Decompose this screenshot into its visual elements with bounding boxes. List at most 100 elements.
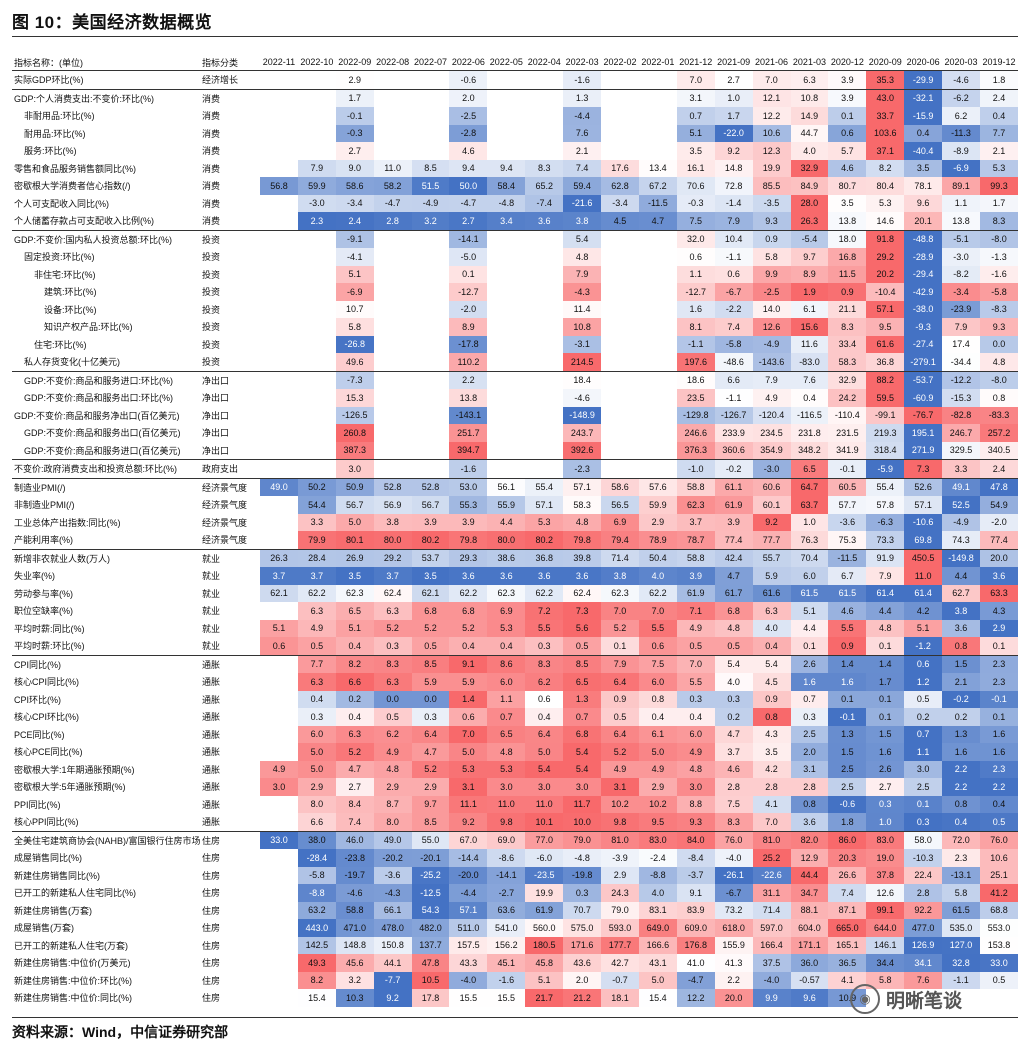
data-cell: 341.9 bbox=[828, 441, 867, 460]
data-cell: 7.9 bbox=[752, 370, 791, 389]
data-cell: 44.4 bbox=[790, 866, 829, 884]
data-cell: 5.1 bbox=[260, 619, 298, 637]
row-category: 投资 bbox=[202, 339, 221, 350]
data-cell: 25.1 bbox=[979, 866, 1018, 884]
data-cell: 1.7 bbox=[714, 107, 753, 125]
data-cell: 7.6 bbox=[563, 124, 602, 142]
data-cell: 1.2 bbox=[904, 673, 943, 691]
data-cell bbox=[411, 88, 450, 107]
data-cell: 6.5 bbox=[563, 673, 602, 691]
data-cell: 0.7 bbox=[487, 708, 526, 726]
data-cell bbox=[298, 407, 336, 425]
data-cell: -0.6 bbox=[449, 70, 488, 89]
row-category: 就业 bbox=[202, 606, 221, 617]
data-cell bbox=[639, 283, 677, 301]
data-cell: 5.5 bbox=[638, 619, 677, 637]
data-cell bbox=[412, 336, 450, 354]
data-cell: 21.7 bbox=[525, 989, 564, 1007]
data-cell: 649.0 bbox=[638, 919, 677, 937]
table-row: 个人可支配收入同比(%) 消费 -3.0 -3.4 -4.7 -4.9 -4.7 -4.8 -7… bbox=[12, 194, 1018, 212]
data-cell: 0.9 bbox=[752, 229, 791, 248]
data-cell: 0.2 bbox=[714, 708, 753, 726]
data-cell: 52.6 bbox=[904, 477, 943, 496]
data-cell: -1.1 bbox=[714, 248, 753, 266]
data-cell: 1.4 bbox=[828, 654, 867, 673]
data-cell bbox=[525, 389, 563, 407]
data-cell: 37.1 bbox=[866, 142, 905, 160]
data-cell: 37.8 bbox=[866, 866, 905, 884]
data-cell: 62.3 bbox=[676, 496, 715, 514]
data-cell: 2.0 bbox=[563, 971, 602, 989]
data-cell: 1.1 bbox=[487, 690, 526, 708]
data-cell: 29.2 bbox=[373, 548, 412, 567]
data-cell: 3.2 bbox=[411, 212, 450, 230]
data-cell: -4.0 bbox=[449, 971, 488, 989]
data-cell: 4.7 bbox=[335, 760, 374, 778]
data-cell: -2.2 bbox=[714, 300, 753, 318]
data-cell: 251.7 bbox=[449, 424, 488, 442]
data-cell: 62.8 bbox=[601, 177, 639, 195]
row-category: 净出口 bbox=[202, 393, 230, 404]
data-cell: 18.0 bbox=[828, 229, 867, 248]
header-period: 2021-03 bbox=[790, 54, 829, 71]
data-cell: 39.8 bbox=[563, 548, 602, 567]
data-cell: 56.7 bbox=[335, 496, 374, 514]
data-cell bbox=[525, 407, 563, 425]
data-cell: -21.6 bbox=[563, 194, 602, 212]
data-cell: 55.7 bbox=[752, 548, 791, 567]
data-cell: 0.4 bbox=[676, 708, 715, 726]
data-cell: 15.4 bbox=[638, 989, 677, 1007]
row-category: 就业 bbox=[202, 588, 221, 599]
data-cell: 593.0 bbox=[601, 919, 639, 937]
data-cell: 4.8 bbox=[979, 353, 1018, 371]
data-cell: 2.8 bbox=[790, 778, 829, 796]
data-cell: 8.8 bbox=[676, 795, 715, 813]
data-cell: 11.6 bbox=[790, 335, 829, 353]
data-cell: 2.5 bbox=[790, 725, 829, 743]
data-cell: 2.5 bbox=[828, 760, 867, 778]
data-cell: 57.6 bbox=[638, 477, 677, 496]
data-cell bbox=[260, 691, 298, 709]
data-cell: 92.2 bbox=[904, 901, 943, 919]
data-cell bbox=[639, 353, 677, 371]
data-cell bbox=[487, 248, 525, 266]
row-category: 就业 bbox=[202, 571, 221, 582]
table-row: 劳动参与率(%) 就业 62.1 62.2 62.3 62.4 62.1 62.2 62.3 62… bbox=[12, 584, 1018, 602]
data-cell: 511.0 bbox=[449, 919, 488, 937]
header-period: 2021-12 bbox=[676, 54, 715, 71]
data-cell: 74.3 bbox=[942, 531, 980, 549]
data-cell: 2.9 bbox=[411, 778, 450, 796]
data-cell: 8.3 bbox=[373, 654, 412, 673]
data-cell: 4.8 bbox=[563, 248, 602, 266]
data-cell: 0.1 bbox=[979, 708, 1018, 726]
data-cell: -1.6 bbox=[563, 70, 602, 89]
data-cell: -32.1 bbox=[904, 88, 943, 107]
data-cell bbox=[525, 301, 563, 319]
data-cell: 4.6 bbox=[828, 159, 867, 177]
data-cell bbox=[260, 283, 298, 301]
table-row: 核心PPI同比(%) 通胀 6.6 7.4 8.0 8.5 9.2 9.8 10.1 10.0 9.… bbox=[12, 813, 1018, 831]
data-cell: 2.3 bbox=[297, 212, 336, 230]
data-cell: 5.0 bbox=[297, 743, 336, 761]
data-cell: 0.5 bbox=[979, 971, 1018, 989]
data-cell: 4.9 bbox=[260, 760, 298, 778]
data-cell bbox=[298, 266, 336, 284]
header-period: 2022-03 bbox=[563, 54, 602, 71]
data-cell: -8.3 bbox=[979, 300, 1018, 318]
row-category: 住房 bbox=[202, 958, 221, 969]
data-cell: 1.3 bbox=[942, 725, 980, 743]
data-cell: -9.3 bbox=[904, 318, 943, 336]
table-row: 核心CPI同比(%) 通胀 6.3 6.6 6.3 5.9 5.9 6.0 6.2 6.5 6.4 6… bbox=[12, 673, 1018, 691]
data-cell bbox=[487, 142, 525, 160]
data-cell: -0.3 bbox=[335, 124, 374, 142]
data-cell: -5.8 bbox=[979, 283, 1018, 301]
data-cell: 1.3 bbox=[828, 725, 867, 743]
data-cell bbox=[601, 248, 639, 266]
header-period: 2019-12 bbox=[979, 54, 1018, 71]
data-cell: -11.5 bbox=[828, 548, 867, 567]
data-cell: -0.3 bbox=[676, 194, 715, 212]
data-cell: 553.0 bbox=[979, 919, 1018, 937]
data-cell: 45.8 bbox=[525, 954, 564, 972]
data-cell: 61.4 bbox=[866, 584, 905, 602]
data-cell: 6.6 bbox=[714, 370, 753, 389]
